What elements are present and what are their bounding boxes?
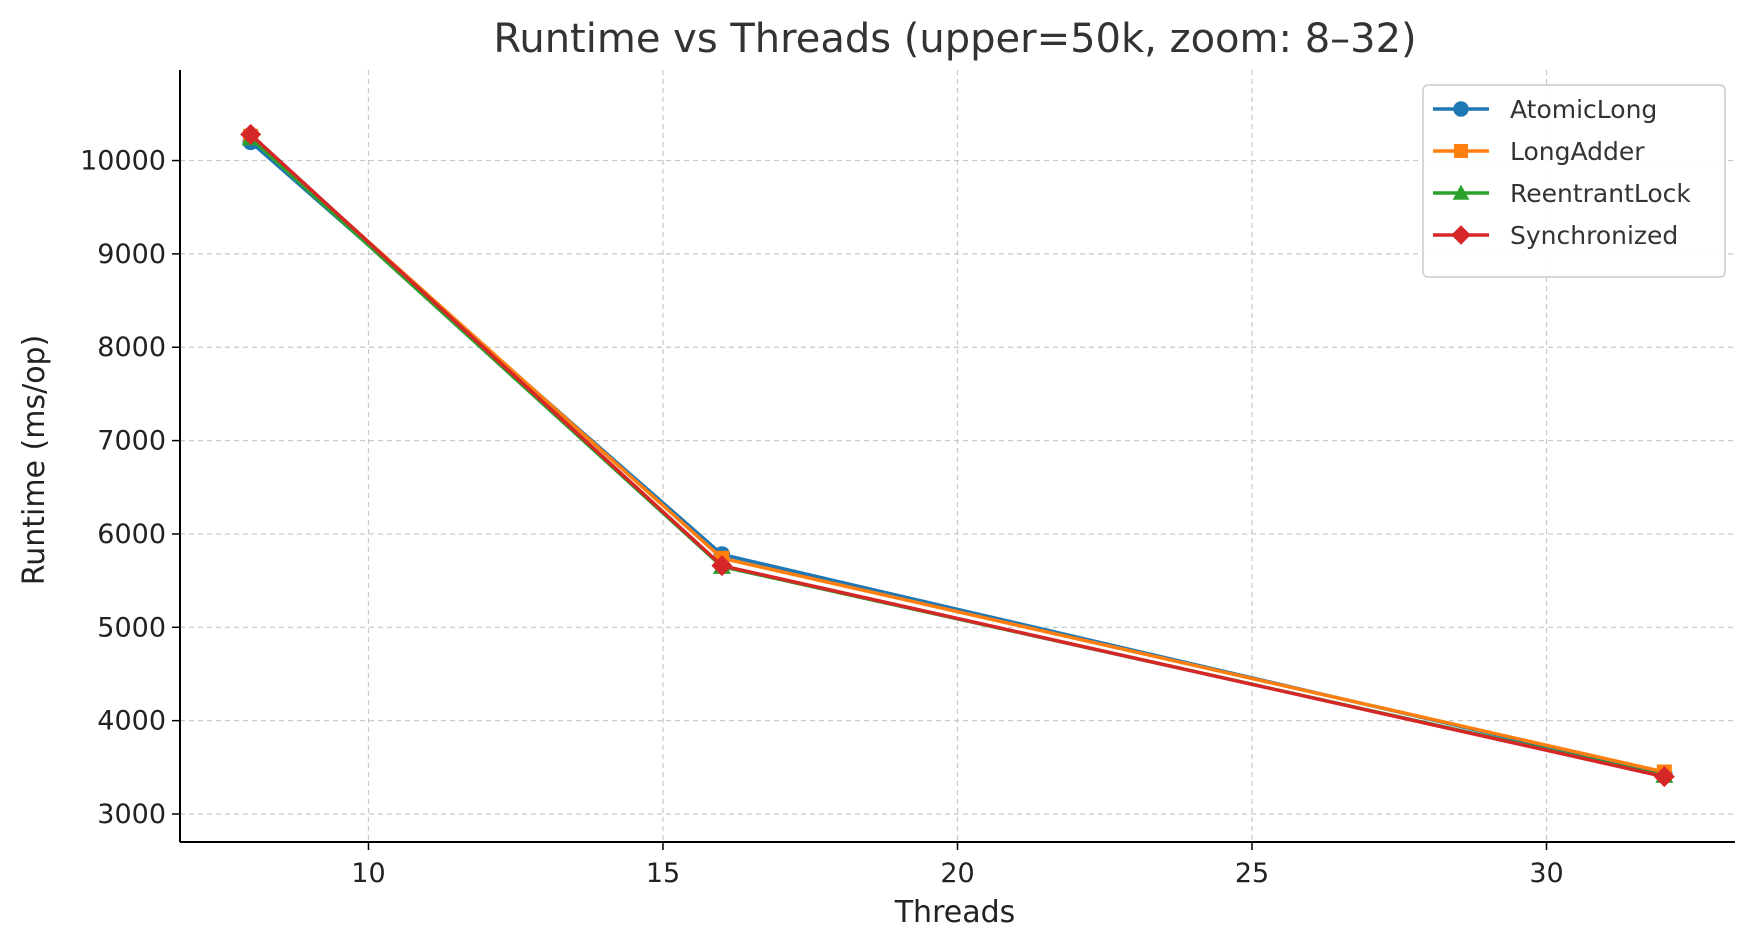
marker-circle [1453, 101, 1469, 117]
y-tick-label: 5000 [97, 612, 166, 643]
series-group [240, 123, 1675, 788]
series-Synchronized [240, 123, 1675, 788]
x-tick-label: 30 [1529, 858, 1563, 889]
y-tick-label: 8000 [97, 332, 166, 363]
x-tick-label: 20 [940, 858, 974, 889]
legend-item: ReentrantLock [1433, 179, 1691, 208]
y-tick-label: 7000 [97, 426, 166, 457]
tick-labels: 10 15 20 25 30 3000 4000 5000 6000 7000 8000 9000 10… [80, 146, 1564, 889]
legend-label: Synchronized [1510, 221, 1678, 250]
x-tick-label: 25 [1235, 858, 1269, 889]
legend-label: LongAdder [1510, 137, 1645, 166]
marker-diamond [240, 123, 262, 145]
marker-diamond [1451, 225, 1471, 245]
marker-square [1454, 144, 1468, 158]
y-axis-label: Runtime (ms/op) [17, 335, 52, 586]
legend-item: LongAdder [1433, 137, 1645, 166]
x-tick-label: 15 [646, 858, 680, 889]
y-tick-label: 4000 [97, 706, 166, 737]
legend-label: AtomicLong [1510, 95, 1657, 124]
legend-item: Synchronized [1433, 221, 1678, 250]
chart-title: Runtime vs Threads (upper=50k, zoom: 8–3… [493, 16, 1416, 62]
x-axis-label: Threads [894, 895, 1016, 930]
y-tick-label: 10000 [80, 146, 166, 177]
legend-box [1422, 84, 1726, 278]
marker-triangle [1452, 184, 1470, 200]
legend-item: AtomicLong [1433, 95, 1657, 124]
marker-diamond [711, 555, 733, 577]
y-tick-label: 9000 [97, 239, 166, 270]
x-tick-label: 10 [351, 858, 385, 889]
legend-label: ReentrantLock [1510, 179, 1691, 208]
axes [172, 70, 1735, 850]
grid-lines [180, 70, 1735, 842]
y-tick-label: 6000 [97, 519, 166, 550]
marker-diamond [1653, 766, 1675, 788]
legend: AtomicLong LongAdder ReentrantLock Synchron… [1422, 84, 1726, 278]
y-tick-label: 3000 [97, 799, 166, 830]
